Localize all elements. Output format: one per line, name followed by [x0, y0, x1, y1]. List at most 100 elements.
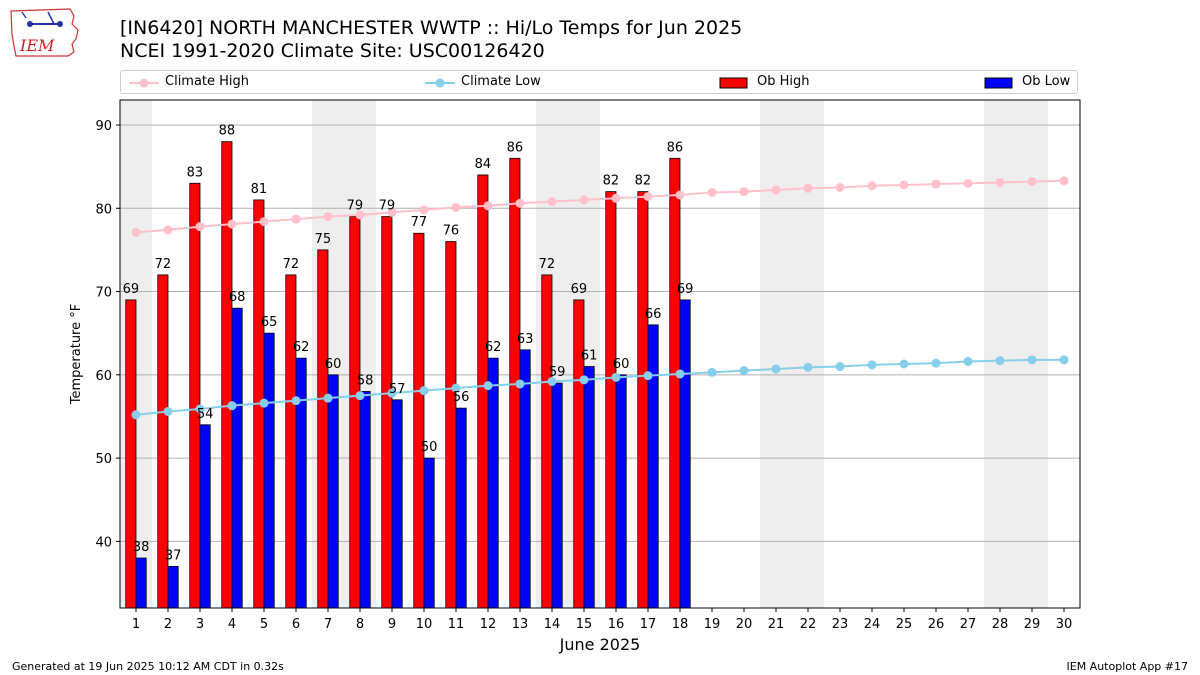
- bar-ob-low: [263, 332, 275, 609]
- bar-ob-high: [573, 299, 585, 609]
- data-label-ob-low: 59: [549, 365, 566, 380]
- x-tick-label: 28: [992, 617, 1009, 632]
- point-climate-low: [867, 360, 877, 370]
- point-climate-high: [547, 197, 557, 207]
- data-label-ob-low: 54: [197, 407, 214, 422]
- x-tick-label: 3: [196, 617, 204, 632]
- x-tick-label: 29: [1024, 617, 1041, 632]
- bar-ob-low: [327, 374, 339, 609]
- y-axis-label: Temperature °F: [69, 304, 84, 405]
- x-tick-label: 24: [864, 617, 881, 632]
- data-label-ob-high: 69: [571, 282, 588, 297]
- bar-ob-high: [189, 182, 201, 609]
- point-climate-low: [227, 401, 237, 411]
- bar-ob-low: [391, 399, 403, 609]
- x-tick-label: 20: [736, 617, 753, 632]
- data-label-ob-low: 62: [485, 340, 502, 355]
- point-climate-low: [707, 367, 717, 377]
- data-label-ob-high: 72: [155, 257, 172, 272]
- point-climate-low: [963, 356, 973, 366]
- bar-ob-high: [445, 241, 457, 609]
- point-climate-high: [931, 179, 941, 189]
- legend-marker-climate-high: [129, 78, 159, 88]
- legend-label: Climate Low: [461, 74, 541, 89]
- point-climate-high: [323, 212, 333, 222]
- bar-ob-low: [199, 424, 211, 609]
- point-climate-low: [163, 406, 173, 416]
- data-label-ob-low: 62: [293, 340, 310, 355]
- data-label-ob-low: 37: [165, 548, 182, 563]
- data-label-ob-high: 86: [507, 140, 524, 155]
- data-label-ob-low: 38: [133, 540, 150, 555]
- point-climate-low: [291, 396, 301, 406]
- weekend-shade: [760, 100, 824, 608]
- data-label-ob-high: 82: [635, 174, 652, 189]
- bar-ob-low: [359, 391, 371, 609]
- bar-ob-low: [167, 565, 179, 609]
- data-label-ob-low: 60: [325, 357, 342, 372]
- y-tick-label: 90: [95, 119, 112, 134]
- point-climate-low: [675, 369, 685, 379]
- point-climate-high: [451, 202, 461, 212]
- x-tick-label: 11: [448, 617, 465, 632]
- point-climate-low: [483, 381, 493, 391]
- bar-ob-high: [221, 141, 233, 609]
- data-label-ob-high: 83: [187, 165, 204, 180]
- point-climate-high: [259, 217, 269, 227]
- x-axis-label: June 2025: [559, 635, 641, 654]
- point-climate-low: [451, 383, 461, 393]
- data-label-ob-low: 68: [229, 290, 246, 305]
- data-label-ob-high: 75: [315, 232, 332, 247]
- point-climate-high: [131, 227, 141, 237]
- point-climate-low: [419, 386, 429, 396]
- data-label-ob-low: 69: [677, 282, 694, 297]
- legend-marker-ob-high: [719, 77, 748, 89]
- point-climate-high: [643, 192, 653, 202]
- data-label-ob-high: 77: [411, 215, 428, 230]
- bar-ob-high: [541, 274, 553, 609]
- x-tick-label: 19: [704, 617, 721, 632]
- x-tick-label: 12: [480, 617, 497, 632]
- bar-ob-high: [413, 232, 425, 609]
- bar-ob-high: [349, 216, 361, 609]
- y-tick-label: 40: [95, 535, 112, 550]
- y-tick-label: 80: [95, 202, 112, 217]
- data-label-ob-high: 69: [123, 282, 140, 297]
- point-climate-high: [387, 207, 397, 217]
- point-climate-low: [771, 364, 781, 374]
- chart-legend: Climate High Climate Low Ob High Ob Low: [120, 70, 1078, 94]
- point-climate-low: [995, 356, 1005, 366]
- bar-ob-high: [317, 249, 329, 609]
- line-climate-high: [135, 179, 1065, 234]
- x-tick-label: 4: [228, 617, 236, 632]
- y-tick-label: 60: [95, 369, 112, 384]
- plot-frame: [119, 99, 1081, 609]
- data-label-ob-low: 58: [357, 373, 374, 388]
- data-label-ob-high: 76: [443, 224, 460, 239]
- x-tick-label: 26: [928, 617, 945, 632]
- point-climate-low: [611, 372, 621, 382]
- legend-label: Climate High: [165, 74, 250, 89]
- x-tick-label: 8: [356, 617, 364, 632]
- point-climate-high: [419, 205, 429, 215]
- point-climate-high: [483, 201, 493, 211]
- data-label-ob-low: 65: [261, 315, 278, 330]
- point-climate-high: [899, 180, 909, 190]
- bar-ob-high: [477, 174, 489, 609]
- x-tick-label: 1: [132, 617, 140, 632]
- data-label-ob-high: 72: [539, 257, 556, 272]
- point-climate-low: [323, 393, 333, 403]
- x-tick-label: 17: [640, 617, 657, 632]
- data-label-ob-low: 57: [389, 382, 406, 397]
- legend-label: Ob Low: [1022, 74, 1071, 89]
- footer-app-text: IEM Autoplot App #17: [1066, 660, 1189, 673]
- x-tick-label: 15: [576, 617, 593, 632]
- bar-ob-low: [135, 557, 147, 609]
- bar-ob-low: [647, 324, 659, 609]
- point-climate-high: [675, 190, 685, 200]
- point-climate-low: [195, 404, 205, 414]
- point-climate-low: [739, 366, 749, 376]
- footer-generated-text: Generated at 19 Jun 2025 10:12 AM CDT in…: [12, 660, 284, 673]
- bar-ob-high: [125, 299, 137, 609]
